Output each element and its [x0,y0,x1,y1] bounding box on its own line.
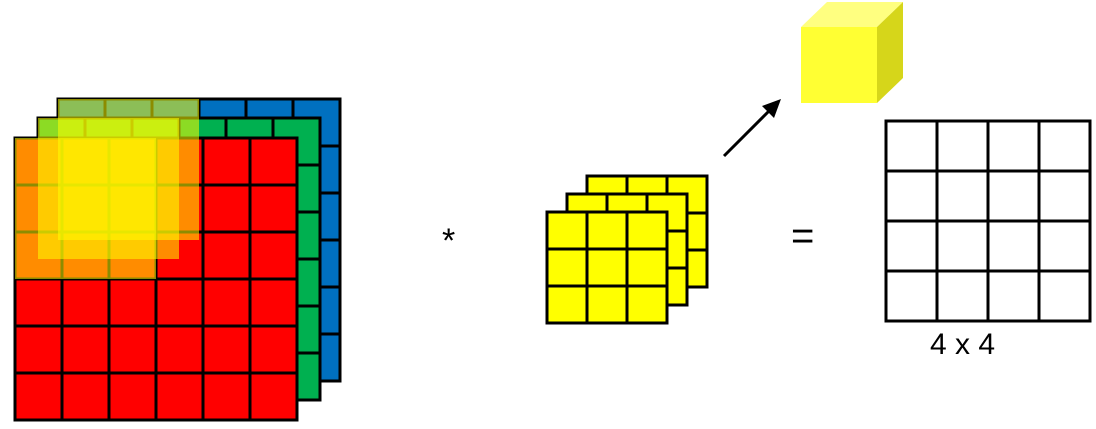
channel-red-grid-cell [201,324,252,375]
kernel-front-grid-cell [625,247,669,288]
output-grid [884,119,1092,323]
output-grid-cell [884,119,939,173]
channel-red-grid-cell [248,230,299,281]
channel-red-grid-cell [201,371,252,422]
channel-red-grid-cell [201,277,252,328]
output-size-label: 4 x 4 [930,328,996,361]
output-grid-cell [986,219,1041,273]
kernel-front-grid-cell [545,210,589,251]
cube-top-face [801,2,903,27]
channel-red-grid-cell [60,371,111,422]
output-grid-cell [884,169,939,223]
output-grid [884,119,1092,323]
cube-side-face [877,2,903,103]
multiply-operator: * [442,222,456,260]
arrow-head [762,99,781,118]
kernel-front-grid-cell [625,284,669,325]
arrow-line [722,108,772,158]
output-grid-cell [1037,269,1092,323]
kernel-front-grid-cell [585,210,629,251]
output-grid-cell [935,119,990,173]
channel-red-grid-cell [60,324,111,375]
highlight-layer-3 [58,99,199,240]
channel-red-grid-cell [248,136,299,187]
equals-operator: = [791,214,815,258]
output-cube [801,2,903,103]
channel-red-grid-cell [107,277,158,328]
channel-red-grid-cell [154,371,205,422]
channel-red-grid-cell [107,324,158,375]
output-grid-cell [1037,219,1092,273]
kernel-front-grid-cell [585,284,629,325]
kernel-front-grid [545,210,669,325]
output-grid-cell [986,119,1041,173]
output-grid-cell [986,169,1041,223]
channel-red-grid-cell [248,183,299,234]
channel-red-grid-cell [13,371,64,422]
input-volume [13,97,342,422]
cube-front-face [801,27,877,103]
kernel-front-grid-cell [585,247,629,288]
channel-red-grid-cell [154,324,205,375]
channel-red-grid-cell [201,183,252,234]
output-grid-cell [935,219,990,273]
channel-red-grid-cell [248,324,299,375]
output-grid-cell [986,269,1041,323]
channel-red-grid-cell [13,324,64,375]
channel-red-grid-cell [154,277,205,328]
output-grid-cell [884,219,939,273]
kernel-stack [545,174,709,325]
channel-red-grid-cell [201,230,252,281]
channel-red-grid-cell [13,277,64,328]
output-grid-cell [1037,119,1092,173]
output-grid-cell [935,269,990,323]
channel-red-grid-cell [248,277,299,328]
channel-red-grid-cell [201,136,252,187]
kernel-front-grid-cell [625,210,669,251]
output-grid-cell [1037,169,1092,223]
channel-red-grid-cell [248,371,299,422]
kernel-front-grid-cell [545,284,589,325]
receptive-field-highlight [15,99,199,279]
output-grid-cell [884,269,939,323]
kernel-front-grid-cell [545,247,589,288]
channel-red-grid-cell [107,371,158,422]
output-grid-cell [935,169,990,223]
channel-red-grid-cell [60,277,111,328]
